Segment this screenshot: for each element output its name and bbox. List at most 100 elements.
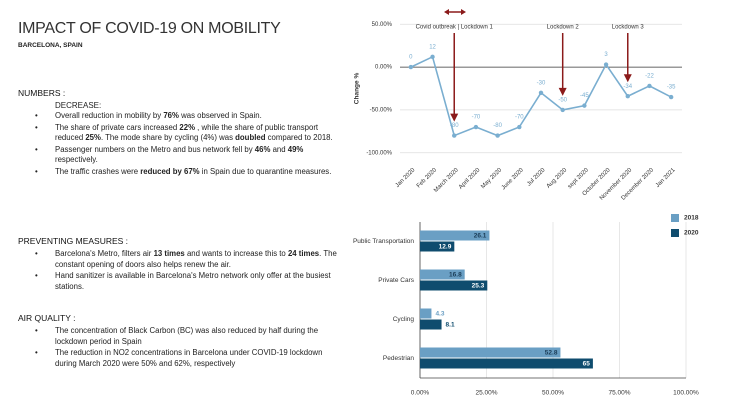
bar [420, 280, 488, 291]
text-run: The reduction in NO2 concentrations in B… [55, 348, 323, 368]
section: NUMBERS : DECREASE:Overall reduction in m… [18, 88, 338, 178]
bar [420, 319, 442, 330]
annotation-arrowhead [558, 87, 567, 96]
section: PREVENTING MEASURES : Barcelona's Metro, … [18, 236, 338, 293]
text-run: compared to 2018. [265, 133, 333, 142]
data-label: -70 [472, 115, 481, 121]
text-run: respectively. [55, 155, 98, 164]
legend-label: 2018 [684, 215, 699, 222]
category-label: Private Cars [378, 277, 415, 284]
text-run: Passenger numbers on the Metro and bus n… [55, 144, 255, 154]
x-tick-label: April 2020 [458, 167, 482, 191]
bar [420, 347, 561, 358]
text-run: The share of private cars increased [55, 122, 180, 132]
bold-text: reduced by 67% [140, 166, 200, 176]
x-tick-label: 25.00% [475, 390, 497, 397]
text-run: Hand sanitizer is available in Barcelona… [55, 271, 331, 291]
bullet-list: Overall reduction in mobility by 76% was… [18, 111, 338, 177]
bold-text: 24 times [287, 249, 320, 258]
x-tick-label: June 2020 [501, 167, 526, 192]
bullet: The reduction in NO2 concentrations in B… [35, 348, 338, 369]
y-tick-label: -50.00% [370, 107, 393, 113]
bold-text: 22% [179, 122, 195, 132]
bullet: The traffic crashes were reduced by 67% … [35, 166, 338, 178]
category-label: Pedestrian [383, 355, 414, 362]
data-point [647, 83, 652, 89]
data-label: -45 [580, 93, 589, 99]
double-arrow [444, 9, 466, 15]
text-run: and [270, 144, 288, 154]
bold-text: 25% [85, 133, 101, 142]
data-point [452, 133, 457, 138]
slide-subtitle: BARCELONA, SPAIN [18, 42, 83, 49]
y-tick-label: -100.00% [366, 150, 392, 156]
x-tick-label: 0.00% [411, 390, 430, 397]
section-heading: NUMBERS : [18, 88, 66, 98]
section-heading: PREVENTING MEASURES : [18, 236, 129, 246]
bold-text: 49% [287, 144, 304, 154]
bold-text: 13 times [153, 249, 185, 258]
category-label: Cycling [393, 316, 415, 323]
y-tick-label: 0.00% [375, 65, 393, 71]
x-tick-label: Jan 2020 [395, 167, 417, 189]
text-run: , while the share of public transport re… [55, 122, 319, 143]
text-run: was observed in Spain. [178, 111, 262, 120]
x-tick-label: 75.00% [608, 390, 630, 397]
data-label: 0 [409, 55, 413, 61]
data-label: 25.3 [472, 283, 485, 290]
bar [420, 230, 490, 241]
data-point [582, 103, 587, 108]
text-run: The concentration of Black Carbon (BC) w… [55, 326, 319, 346]
data-point [668, 94, 674, 100]
category-label: Public Transportation [353, 238, 414, 245]
text-run: . The mode share by cycling (4%) was [100, 133, 236, 142]
data-label: -35 [667, 85, 676, 91]
data-label: -80 [450, 123, 459, 129]
x-tick-label: Aug 2020 [546, 167, 569, 190]
section-subheading: DECREASE: [55, 101, 102, 110]
data-point [625, 94, 630, 99]
text-run: The traffic crashes were [55, 166, 141, 176]
annotation-arrowhead [623, 74, 632, 83]
data-label: 8.1 [446, 322, 455, 329]
y-axis-label: Change % [354, 73, 361, 105]
data-point [408, 64, 414, 70]
data-label: -80 [493, 123, 502, 129]
data-point [517, 124, 522, 130]
data-label: -34 [623, 84, 632, 90]
bar [420, 358, 593, 369]
bar [420, 241, 455, 252]
data-label: 52.8 [545, 350, 558, 357]
data-label: -70 [515, 115, 524, 121]
bullet: Passenger numbers on the Metro and bus n… [35, 144, 338, 166]
x-tick-label: 100.00% [673, 390, 699, 397]
bar [420, 269, 465, 280]
text-run: and wants to increase this to [184, 249, 288, 258]
bullet: Overall reduction in mobility by 76% was… [35, 111, 338, 122]
data-point [603, 62, 609, 67]
annotation: Lockdown 2 [547, 25, 580, 31]
data-point [430, 54, 435, 60]
data-point [495, 133, 500, 138]
legend-swatch [671, 214, 679, 222]
data-label: -50 [558, 97, 567, 103]
data-label: -30 [537, 80, 546, 86]
text-run: . The constant opening of doors also hel… [55, 249, 337, 269]
bullet-list: The concentration of Black Carbon (BC) w… [18, 326, 338, 369]
data-label: 16.8 [449, 272, 462, 279]
bullet: The concentration of Black Carbon (BC) w… [35, 326, 338, 347]
text-run: in Spain due to quarantine measures. [199, 166, 332, 176]
annotation: Covid outbreak | Lockdown 1 [416, 25, 494, 31]
bold-text: 76% [163, 111, 179, 120]
y-tick-label: 50.00% [372, 22, 393, 28]
data-label: 4.3 [435, 311, 444, 318]
x-tick-label: 50.00% [542, 390, 564, 397]
data-label: -22 [645, 74, 654, 80]
data-label: 65 [583, 361, 591, 368]
x-tick-label: Jul 2020 [526, 167, 547, 188]
legend-label: 2020 [684, 230, 699, 237]
text-run: Overall reduction in mobility by [55, 111, 164, 120]
section: AIR QUALITY : The concentration of Black… [18, 313, 338, 370]
